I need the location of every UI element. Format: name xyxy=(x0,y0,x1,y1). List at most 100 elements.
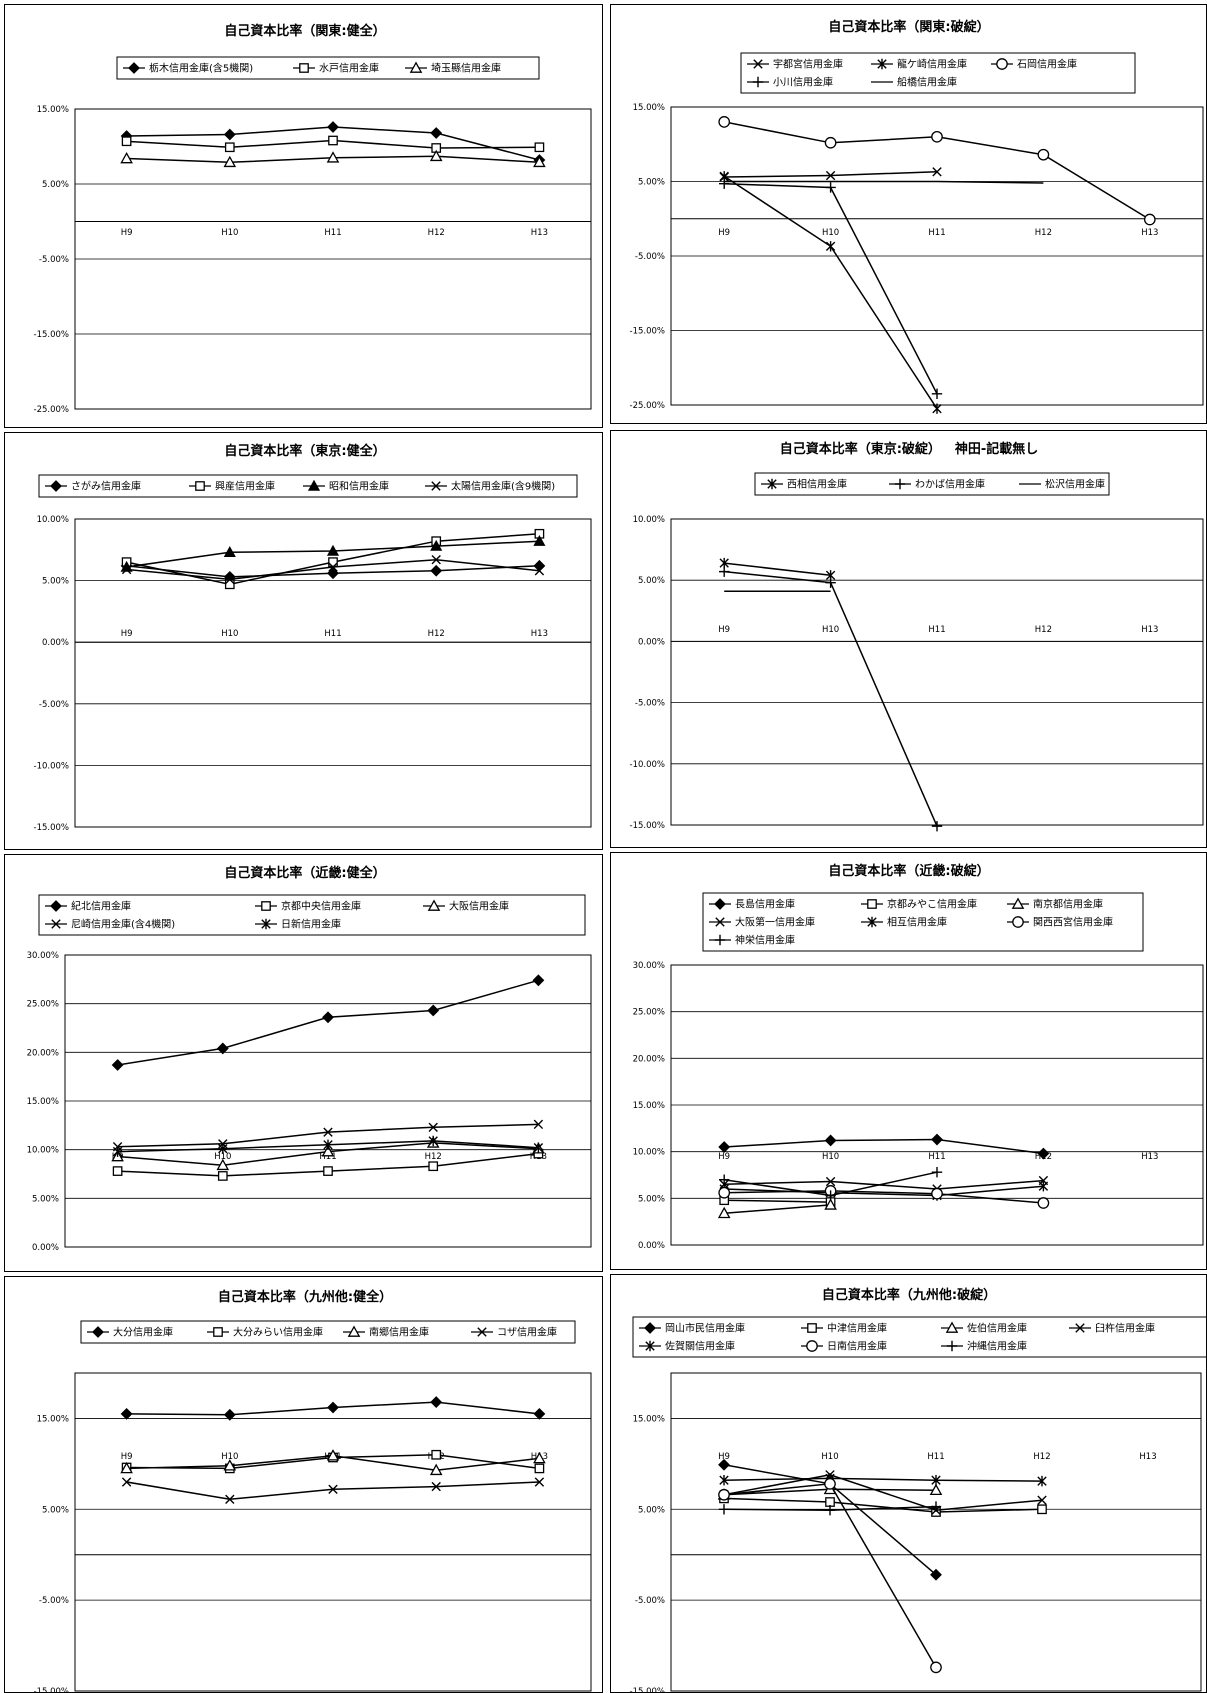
data-point xyxy=(223,546,236,557)
x-tick-label: H11 xyxy=(927,1452,944,1462)
legend-marker xyxy=(50,900,62,912)
legend-label: コザ信用金庫 xyxy=(497,1326,557,1339)
x-tick-label: H10 xyxy=(221,1452,238,1462)
legend-marker xyxy=(877,58,887,70)
y-tick-label: 10.00% xyxy=(37,515,69,525)
y-tick-label: 5.00% xyxy=(638,1505,665,1515)
data-point xyxy=(216,1158,230,1171)
series-group xyxy=(121,1477,545,1504)
x-tick-label: H9 xyxy=(718,625,730,635)
legend-marker xyxy=(477,1327,487,1337)
data-point xyxy=(326,151,340,163)
data-point xyxy=(931,388,943,400)
data-point xyxy=(718,1488,730,1501)
data-point xyxy=(718,116,731,128)
legend-box xyxy=(702,892,1144,952)
legend-label: 宇都宮信用金庫 xyxy=(773,58,843,71)
data-point xyxy=(323,1166,333,1176)
legend-marker xyxy=(92,1326,104,1338)
legend-item: 南京都信用金庫 xyxy=(1007,897,1103,911)
legend-label: さがみ信用金庫 xyxy=(71,480,141,493)
data-point xyxy=(932,167,942,177)
y-tick-label: 5.00% xyxy=(638,1194,665,1204)
x-tick-label: H11 xyxy=(928,1152,945,1162)
y-tick-label: 0.00% xyxy=(638,637,665,647)
x-tick-label: H13 xyxy=(1139,1452,1156,1462)
data-point xyxy=(929,1483,943,1496)
legend-item: 龍ケ崎信用金庫 xyxy=(871,58,967,71)
legend-item: 小川信用金庫 xyxy=(747,76,833,89)
y-tick-label: 15.00% xyxy=(27,1097,59,1107)
y-tick-label: -15.00% xyxy=(34,1687,69,1692)
legend: 西相信用金庫 わかば信用金庫 松沢信用金庫 xyxy=(754,472,1110,496)
data-point xyxy=(430,127,443,139)
data-point xyxy=(223,155,237,168)
chart-svg: 自己資本比率（近畿:健全） 紀北信用金庫 京都中央信用金庫 大阪信用金庫尼崎信用金庫(… xyxy=(27,865,592,1253)
legend-label: 神栄信用金庫 xyxy=(735,934,795,947)
y-tick-label: 30.00% xyxy=(633,961,665,971)
data-point xyxy=(112,1166,123,1176)
legend-item: 栃木信用金庫(含5機関) xyxy=(123,62,253,75)
legend-label: 佐伯信用金庫 xyxy=(967,1322,1027,1335)
legend-box xyxy=(80,1320,576,1344)
series-line xyxy=(724,562,831,577)
y-tick-label: 5.00% xyxy=(42,1505,69,1515)
legend-item: 関西西宮信用金庫 xyxy=(1007,916,1113,929)
y-tick-label: 0.00% xyxy=(638,1241,665,1251)
data-point xyxy=(719,1174,730,1185)
legend-label: 太陽信用金庫(含9機関) xyxy=(451,480,555,493)
legend-marker xyxy=(307,479,321,491)
legend-item: さがみ信用金庫 xyxy=(45,480,141,493)
y-tick-label: -15.00% xyxy=(630,327,665,337)
legend-item: 大分みらい信用金庫 xyxy=(207,1326,323,1339)
legend-item: 中津信用金庫 xyxy=(801,1322,887,1335)
data-point xyxy=(429,1463,443,1476)
legend-marker xyxy=(714,898,726,910)
series-line xyxy=(724,1190,1044,1204)
legend-label: 長島信用金庫 xyxy=(735,898,795,911)
series-group xyxy=(719,1167,943,1201)
x-tick-label: H12 xyxy=(428,228,445,238)
series-line xyxy=(724,1204,831,1215)
legend-item: 太陽信用金庫(含9機関) xyxy=(425,480,555,493)
series-group xyxy=(719,171,942,414)
chart-svg: 自己資本比率（関東:健全） 栃木信用金庫(含5機関) 水戸信用金庫 埼玉縣信用金庫 15… xyxy=(34,23,592,415)
data-point xyxy=(121,136,132,147)
data-point xyxy=(932,403,942,414)
x-tick-label: H10 xyxy=(221,228,238,238)
legend-marker xyxy=(753,59,763,69)
legend-box xyxy=(38,894,586,936)
chart-panel-kanto-sound: 自己資本比率（関東:健全） 栃木信用金庫(含5機関) 水戸信用金庫 埼玉縣信用金庫 15… xyxy=(4,4,603,428)
data-point xyxy=(225,574,235,585)
series-line xyxy=(724,1138,1044,1155)
legend-box xyxy=(632,1316,1206,1358)
data-point xyxy=(430,564,443,577)
data-point xyxy=(825,1497,835,1507)
y-tick-label: 30.00% xyxy=(27,951,59,961)
series-group xyxy=(120,121,546,166)
data-point xyxy=(930,1661,942,1674)
series-group xyxy=(718,1501,942,1516)
data-point xyxy=(719,566,730,577)
legend-item: 神栄信用金庫 xyxy=(709,934,795,947)
chart-svg: 自己資本比率（近畿:破綻） 長島信用金庫 京都みやこ信用金庫 南京都信用金庫大阪第一信… xyxy=(633,863,1204,1251)
legend-marker xyxy=(50,480,62,492)
series-group xyxy=(121,135,545,153)
data-point xyxy=(322,1011,334,1024)
legend-label: 岡山市民信用金庫 xyxy=(665,1322,745,1335)
legend-item: 石岡信用金庫 xyxy=(991,58,1077,71)
data-point xyxy=(930,1568,942,1581)
data-point xyxy=(327,1401,339,1414)
data-point xyxy=(121,1477,132,1487)
x-tick-label: H13 xyxy=(531,629,548,639)
data-point xyxy=(223,128,236,141)
y-tick-label: 5.00% xyxy=(638,576,665,586)
legend-item: 大阪第一信用金庫 xyxy=(709,916,815,929)
legend: さがみ信用金庫 興産信用金庫 昭和信用金庫 太陽信用金庫(含9機関) xyxy=(38,474,578,498)
data-point xyxy=(533,1451,546,1464)
legend-item: 沖縄信用金庫 xyxy=(941,1340,1027,1353)
